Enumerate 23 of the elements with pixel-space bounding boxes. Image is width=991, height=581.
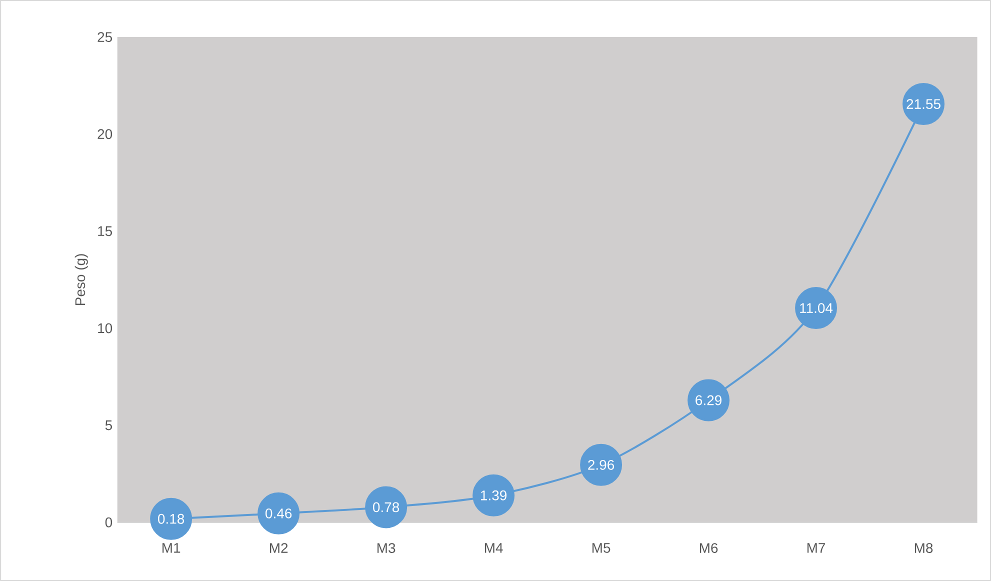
x-tick-label: M5 (592, 543, 610, 553)
x-tick-label: M1 (162, 543, 180, 553)
x-tick-label: M2 (270, 543, 288, 553)
data-label: 0.18 (158, 514, 184, 524)
y-axis-title: Peso (g) (74, 254, 88, 306)
x-tick-label: M3 (377, 543, 396, 553)
data-label: 0.78 (372, 502, 400, 512)
data-label: 1.39 (481, 490, 506, 500)
x-tick-label: M8 (914, 543, 933, 553)
data-label: 0.46 (265, 508, 292, 518)
x-tick-label: M4 (484, 543, 503, 553)
y-tick-label: 20 (98, 129, 112, 140)
y-tick-label: 5 (105, 420, 112, 430)
x-tick-label: M6 (700, 543, 718, 553)
data-label: 6.29 (696, 395, 722, 406)
data-label: 11.04 (800, 303, 833, 314)
data-label: 21.55 (906, 99, 940, 109)
y-tick-label: 10 (98, 323, 112, 334)
x-tick-label: M7 (807, 543, 826, 553)
y-tick-label: 15 (98, 226, 112, 236)
data-label: 2.96 (588, 460, 614, 470)
y-tick-label: 0 (105, 517, 112, 528)
y-tick-label: 25 (98, 32, 112, 42)
